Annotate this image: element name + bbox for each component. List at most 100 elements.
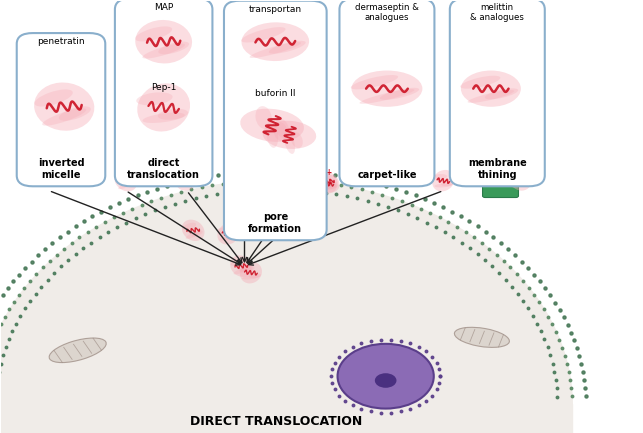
Ellipse shape: [39, 168, 52, 173]
Ellipse shape: [316, 171, 340, 193]
Text: direct
translocation: direct translocation: [127, 158, 200, 180]
Ellipse shape: [192, 230, 203, 236]
Ellipse shape: [35, 90, 73, 107]
Ellipse shape: [305, 177, 318, 183]
Ellipse shape: [137, 84, 190, 132]
Ellipse shape: [135, 26, 172, 42]
Ellipse shape: [124, 181, 135, 187]
Ellipse shape: [46, 175, 58, 179]
Ellipse shape: [158, 42, 189, 54]
Ellipse shape: [233, 170, 256, 191]
Ellipse shape: [460, 76, 500, 89]
FancyBboxPatch shape: [340, 0, 435, 186]
Ellipse shape: [239, 266, 251, 272]
Ellipse shape: [293, 185, 309, 190]
Ellipse shape: [277, 122, 306, 148]
Ellipse shape: [53, 167, 73, 186]
Ellipse shape: [352, 71, 422, 107]
Ellipse shape: [273, 122, 287, 141]
Ellipse shape: [287, 183, 305, 188]
Ellipse shape: [26, 169, 37, 176]
Ellipse shape: [318, 178, 331, 183]
Text: +: +: [325, 168, 331, 177]
FancyBboxPatch shape: [224, 1, 327, 240]
Text: inverted
micelle: inverted micelle: [38, 158, 84, 180]
Ellipse shape: [59, 107, 91, 121]
Ellipse shape: [41, 176, 57, 180]
Ellipse shape: [234, 173, 248, 181]
Ellipse shape: [24, 167, 45, 186]
Ellipse shape: [285, 170, 307, 191]
FancyBboxPatch shape: [17, 33, 105, 186]
Text: buforin II: buforin II: [255, 89, 296, 98]
Text: membrane
thining: membrane thining: [468, 158, 527, 180]
Ellipse shape: [114, 170, 137, 191]
Ellipse shape: [135, 20, 192, 63]
Ellipse shape: [248, 273, 261, 278]
Ellipse shape: [33, 176, 43, 182]
Ellipse shape: [240, 109, 304, 142]
Ellipse shape: [291, 174, 311, 193]
Ellipse shape: [505, 84, 534, 100]
Ellipse shape: [217, 223, 240, 245]
Ellipse shape: [220, 236, 237, 241]
Ellipse shape: [230, 255, 253, 277]
Ellipse shape: [509, 172, 523, 179]
Ellipse shape: [291, 132, 303, 148]
FancyBboxPatch shape: [482, 182, 518, 197]
Ellipse shape: [249, 42, 301, 58]
Ellipse shape: [143, 113, 185, 123]
Ellipse shape: [291, 177, 304, 183]
Ellipse shape: [242, 275, 260, 280]
Ellipse shape: [269, 41, 305, 54]
Ellipse shape: [318, 174, 331, 182]
Ellipse shape: [308, 184, 323, 190]
Ellipse shape: [461, 71, 521, 107]
Ellipse shape: [359, 89, 415, 104]
Ellipse shape: [183, 223, 196, 230]
Ellipse shape: [485, 88, 518, 99]
Ellipse shape: [321, 182, 335, 191]
Ellipse shape: [375, 373, 397, 388]
Ellipse shape: [320, 186, 336, 191]
Text: +: +: [315, 163, 322, 172]
Ellipse shape: [251, 113, 287, 146]
Text: +: +: [299, 173, 305, 182]
Text: penetratin: penetratin: [37, 37, 85, 46]
Ellipse shape: [186, 231, 201, 239]
Ellipse shape: [275, 119, 289, 138]
Text: +: +: [309, 169, 315, 178]
Ellipse shape: [185, 181, 197, 185]
Text: pore
formation: pore formation: [248, 212, 302, 234]
Ellipse shape: [467, 90, 514, 103]
Ellipse shape: [237, 182, 252, 189]
Ellipse shape: [432, 174, 447, 180]
Ellipse shape: [241, 27, 285, 42]
Ellipse shape: [142, 43, 185, 58]
Text: transportan: transportan: [249, 5, 302, 14]
Ellipse shape: [380, 88, 419, 100]
Text: MAP: MAP: [154, 3, 174, 12]
Ellipse shape: [255, 106, 272, 129]
Text: carpet-like: carpet-like: [358, 170, 417, 180]
Ellipse shape: [326, 184, 337, 189]
Ellipse shape: [240, 262, 262, 284]
Ellipse shape: [55, 178, 70, 183]
Ellipse shape: [293, 181, 306, 186]
Ellipse shape: [351, 75, 398, 89]
Ellipse shape: [239, 266, 255, 271]
Ellipse shape: [242, 181, 254, 187]
Ellipse shape: [518, 180, 530, 186]
Ellipse shape: [217, 227, 232, 233]
Ellipse shape: [284, 131, 295, 154]
Ellipse shape: [318, 174, 338, 194]
Text: Pep-1: Pep-1: [151, 83, 176, 92]
FancyBboxPatch shape: [450, 0, 545, 186]
Ellipse shape: [242, 23, 309, 61]
Text: +: +: [318, 174, 325, 184]
Ellipse shape: [231, 259, 244, 266]
Ellipse shape: [435, 183, 452, 187]
Text: melittin
& analogues: melittin & analogues: [471, 3, 524, 22]
Ellipse shape: [158, 109, 188, 120]
Ellipse shape: [28, 177, 41, 184]
